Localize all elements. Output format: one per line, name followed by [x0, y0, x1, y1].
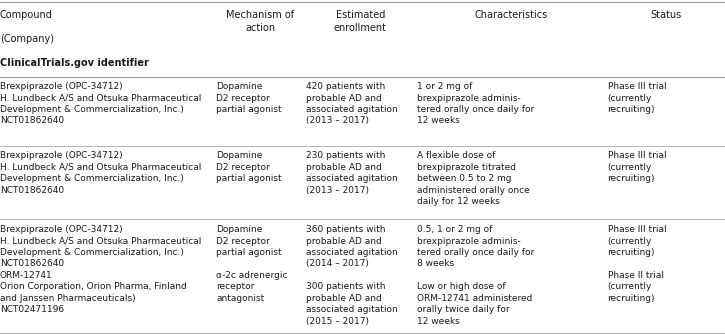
Text: A flexible dose of
brexpiprazole titrated
between 0.5 to 2 mg
administered orall: A flexible dose of brexpiprazole titrate…: [417, 151, 530, 206]
Text: 360 patients with
probable AD and
associated agitation
(2014 – 2017)
 
300 patie: 360 patients with probable AD and associ…: [306, 225, 398, 326]
Text: 420 patients with
probable AD and
associated agitation
(2013 – 2017): 420 patients with probable AD and associ…: [306, 82, 398, 125]
Text: 230 patients with
probable AD and
associated agitation
(2013 – 2017): 230 patients with probable AD and associ…: [306, 151, 398, 195]
Text: 1 or 2 mg of
brexpiprazole adminis-
tered orally once daily for
12 weeks: 1 or 2 mg of brexpiprazole adminis- tere…: [417, 82, 534, 125]
Text: Status: Status: [650, 10, 682, 20]
Text: Phase III trial
(currently
recruiting): Phase III trial (currently recruiting): [608, 151, 666, 183]
Text: Brexpiprazole (OPC-34712)
H. Lundbeck A/S and Otsuka Pharmaceutical
Development : Brexpiprazole (OPC-34712) H. Lundbeck A/…: [0, 82, 202, 125]
Text: 0.5, 1 or 2 mg of
brexpiprazole adminis-
tered orally once daily for
8 weeks
 
L: 0.5, 1 or 2 mg of brexpiprazole adminis-…: [417, 225, 534, 326]
Text: Characteristics: Characteristics: [474, 10, 548, 20]
Text: Dopamine
D2 receptor
partial agonist: Dopamine D2 receptor partial agonist: [216, 151, 282, 183]
Text: Brexpiprazole (OPC-34712)
H. Lundbeck A/S and Otsuka Pharmaceutical
Development : Brexpiprazole (OPC-34712) H. Lundbeck A/…: [0, 225, 202, 314]
Text: Phase III trial
(currently
recruiting)
 
Phase II trial
(currently
recruiting): Phase III trial (currently recruiting) P…: [608, 225, 666, 303]
Text: ClinicalTrials.gov identifier: ClinicalTrials.gov identifier: [0, 58, 149, 68]
Text: Dopamine
D2 receptor
partial agonist: Dopamine D2 receptor partial agonist: [216, 82, 282, 114]
Text: Estimated
enrollment: Estimated enrollment: [334, 10, 387, 33]
Text: Brexpiprazole (OPC-34712)
H. Lundbeck A/S and Otsuka Pharmaceutical
Development : Brexpiprazole (OPC-34712) H. Lundbeck A/…: [0, 151, 202, 195]
Text: Compound: Compound: [0, 10, 53, 20]
Text: Phase III trial
(currently
recruiting): Phase III trial (currently recruiting): [608, 82, 666, 114]
Text: (Company): (Company): [0, 34, 54, 44]
Text: Dopamine
D2 receptor
partial agonist
 
α-2c adrenergic
receptor
antagonist: Dopamine D2 receptor partial agonist α-2…: [216, 225, 288, 303]
Text: Mechanism of
action: Mechanism of action: [226, 10, 294, 33]
